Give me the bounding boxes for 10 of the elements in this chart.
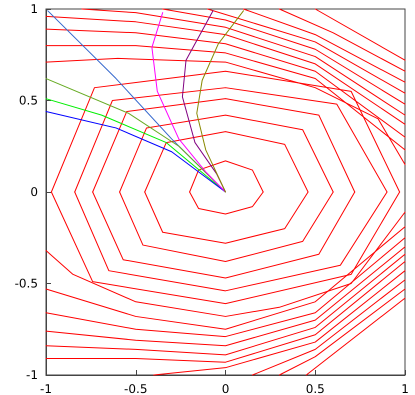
- x-tick-label: -1: [40, 382, 52, 395]
- x-tick-label: 0.5: [306, 382, 325, 395]
- x-tick-label: -0.5: [124, 382, 148, 395]
- y-tick-label: 1: [30, 2, 38, 16]
- y-tick-label: -0.5: [14, 276, 38, 290]
- x-tick-label: 0: [222, 382, 230, 395]
- x-tick-label: 1: [401, 382, 409, 395]
- y-tick-label: 0.5: [18, 94, 38, 108]
- y-tick-label: -1: [26, 368, 38, 382]
- y-tick-label: 0: [30, 185, 38, 199]
